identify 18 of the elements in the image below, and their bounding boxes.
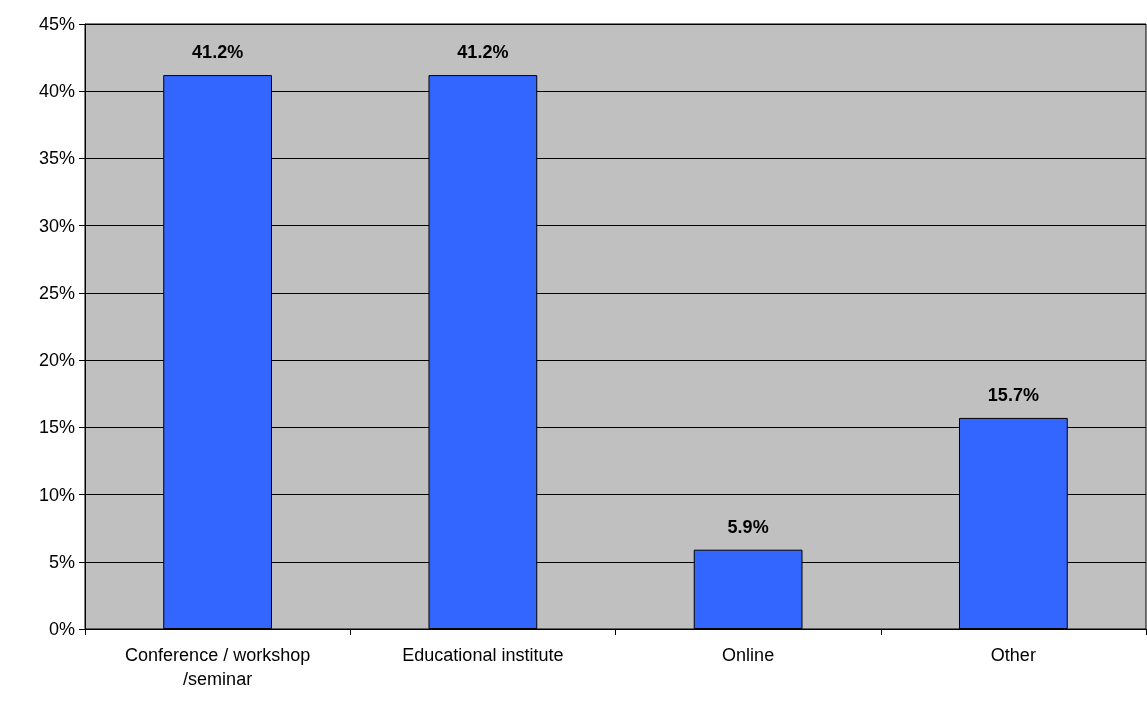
- x-tick-label: Educational institute: [402, 645, 564, 665]
- y-tick-label: 45%: [38, 14, 75, 34]
- y-tick-label: 30%: [38, 215, 75, 236]
- data-label: 41.2%: [457, 42, 509, 63]
- x-tick-label: Other: [990, 645, 1036, 665]
- data-label: 15.7%: [987, 384, 1039, 405]
- x-tick-label: Conference / workshop/seminar: [125, 645, 311, 689]
- data-label: 5.9%: [727, 516, 769, 537]
- y-tick-label: 5%: [48, 551, 75, 572]
- y-tick-label: 15%: [38, 417, 75, 438]
- y-tick-label: 35%: [38, 148, 75, 169]
- y-tick-label: 0%: [48, 619, 75, 639]
- y-tick-label: 25%: [38, 282, 75, 303]
- y-tick-label: 10%: [38, 484, 75, 505]
- y-tick-label: 40%: [38, 81, 75, 102]
- data-label: 41.2%: [192, 42, 244, 63]
- y-tick-label: 20%: [38, 350, 75, 371]
- x-tick-label: Online: [722, 645, 775, 665]
